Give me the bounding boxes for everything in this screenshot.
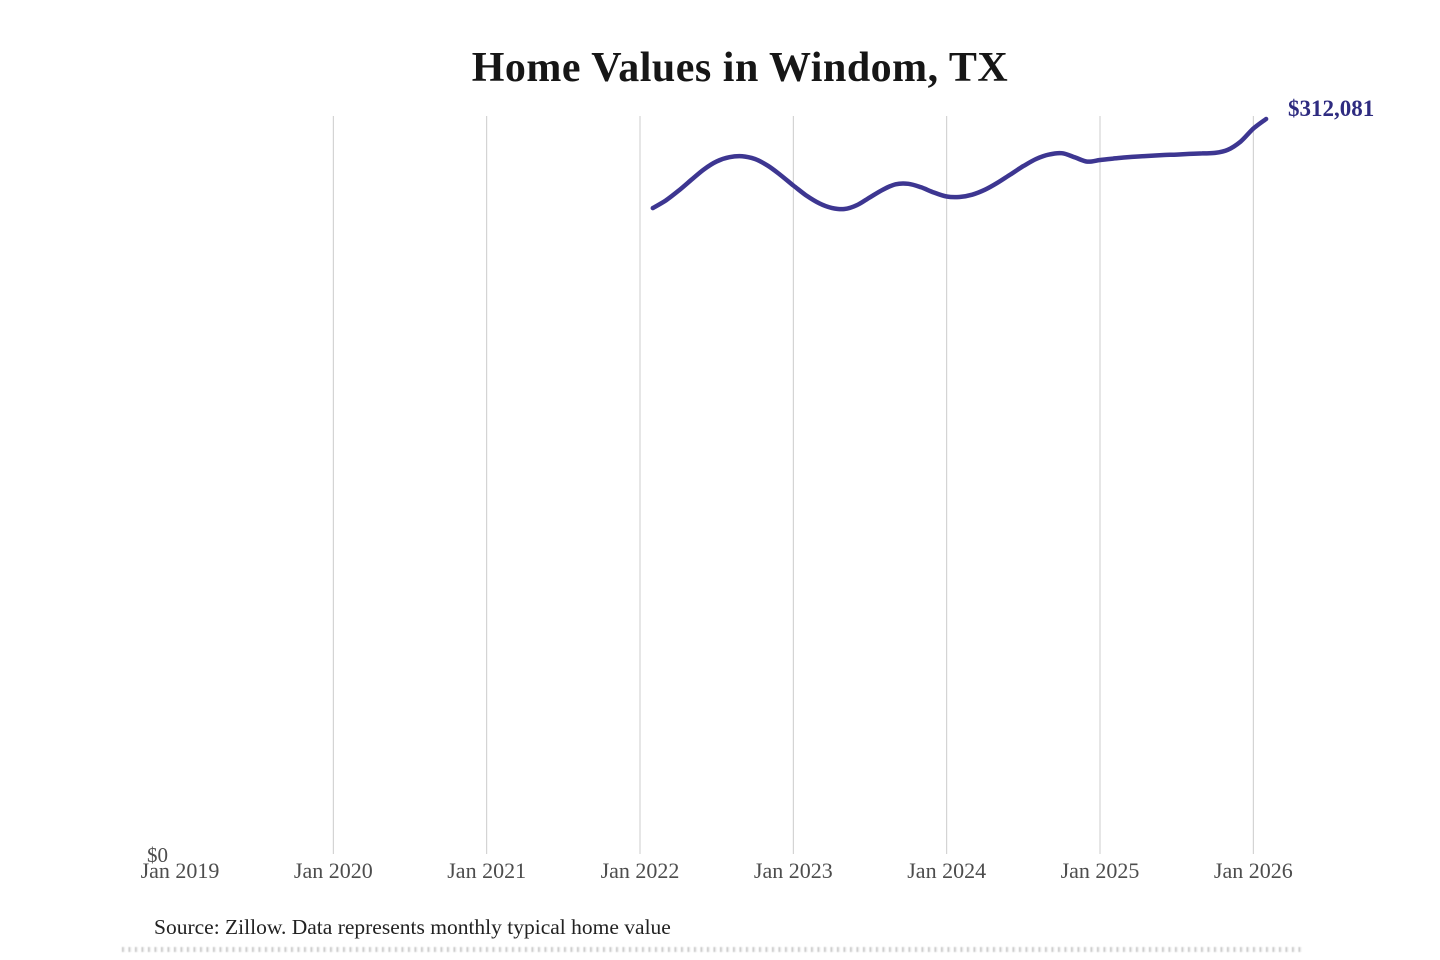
x-axis-tick-label: Jan 2019	[140, 858, 220, 883]
latest-value-label: $312,081	[1288, 96, 1375, 121]
clipped-bottom-text-fragment	[122, 947, 1302, 952]
x-axis-tick-label: Jan 2021	[447, 858, 527, 883]
chart-title: Home Values in Windom, TX	[471, 45, 1009, 91]
x-axis-tick-label: Jan 2024	[907, 858, 987, 883]
x-axis-tick-label: Jan 2025	[1060, 858, 1140, 883]
source-attribution: Source: Zillow. Data represents monthly …	[154, 915, 671, 939]
x-axis-tick-label: Jan 2020	[293, 858, 373, 883]
x-axis-tick-label: Jan 2023	[753, 858, 833, 883]
x-axis-tick-label: Jan 2022	[600, 858, 680, 883]
y-axis-zero-label: $0	[147, 843, 168, 867]
home-value-line-series	[650, 116, 1269, 212]
x-axis-tick-label: Jan 2026	[1213, 858, 1293, 883]
